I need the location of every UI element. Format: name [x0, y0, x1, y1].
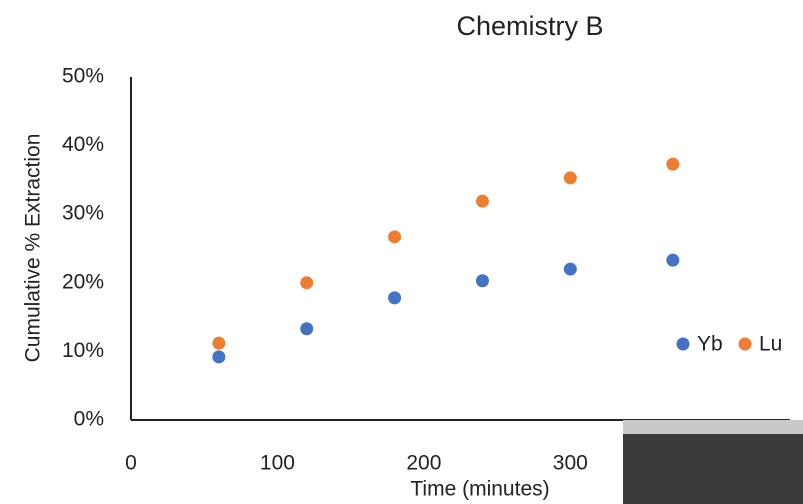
legend-marker: [738, 337, 752, 351]
point: [475, 194, 489, 208]
y-tick-label: 50%: [62, 65, 104, 88]
y-tick-label: 30%: [62, 202, 104, 225]
legend-marker: [676, 337, 690, 351]
legend-label: Lu: [759, 333, 782, 356]
chart-title: Chemistry B: [456, 11, 603, 41]
point: [563, 171, 577, 185]
x-tick-label: 300: [553, 452, 588, 475]
y-tick-label: 10%: [62, 339, 104, 362]
y-axis-label: Cumulative % Extraction: [22, 134, 45, 363]
overlay-photo-edge: [623, 420, 803, 434]
x-tick-label: 0: [125, 452, 137, 475]
y-tick-label: 20%: [62, 270, 104, 293]
x-tick-label: 200: [406, 452, 441, 475]
legend-label: Yb: [697, 333, 723, 356]
x-tick-label: 100: [260, 452, 295, 475]
point: [388, 230, 402, 244]
point: [388, 291, 402, 305]
y-tick-label: 40%: [62, 133, 104, 156]
point: [300, 322, 314, 336]
point: [666, 157, 680, 171]
point: [475, 274, 489, 288]
point: [563, 262, 577, 276]
point: [300, 276, 314, 290]
point: [212, 336, 226, 350]
y-tick-label: 0%: [74, 408, 104, 431]
point: [666, 253, 680, 267]
point: [212, 350, 226, 364]
x-axis-label: Time (minutes): [410, 478, 549, 501]
